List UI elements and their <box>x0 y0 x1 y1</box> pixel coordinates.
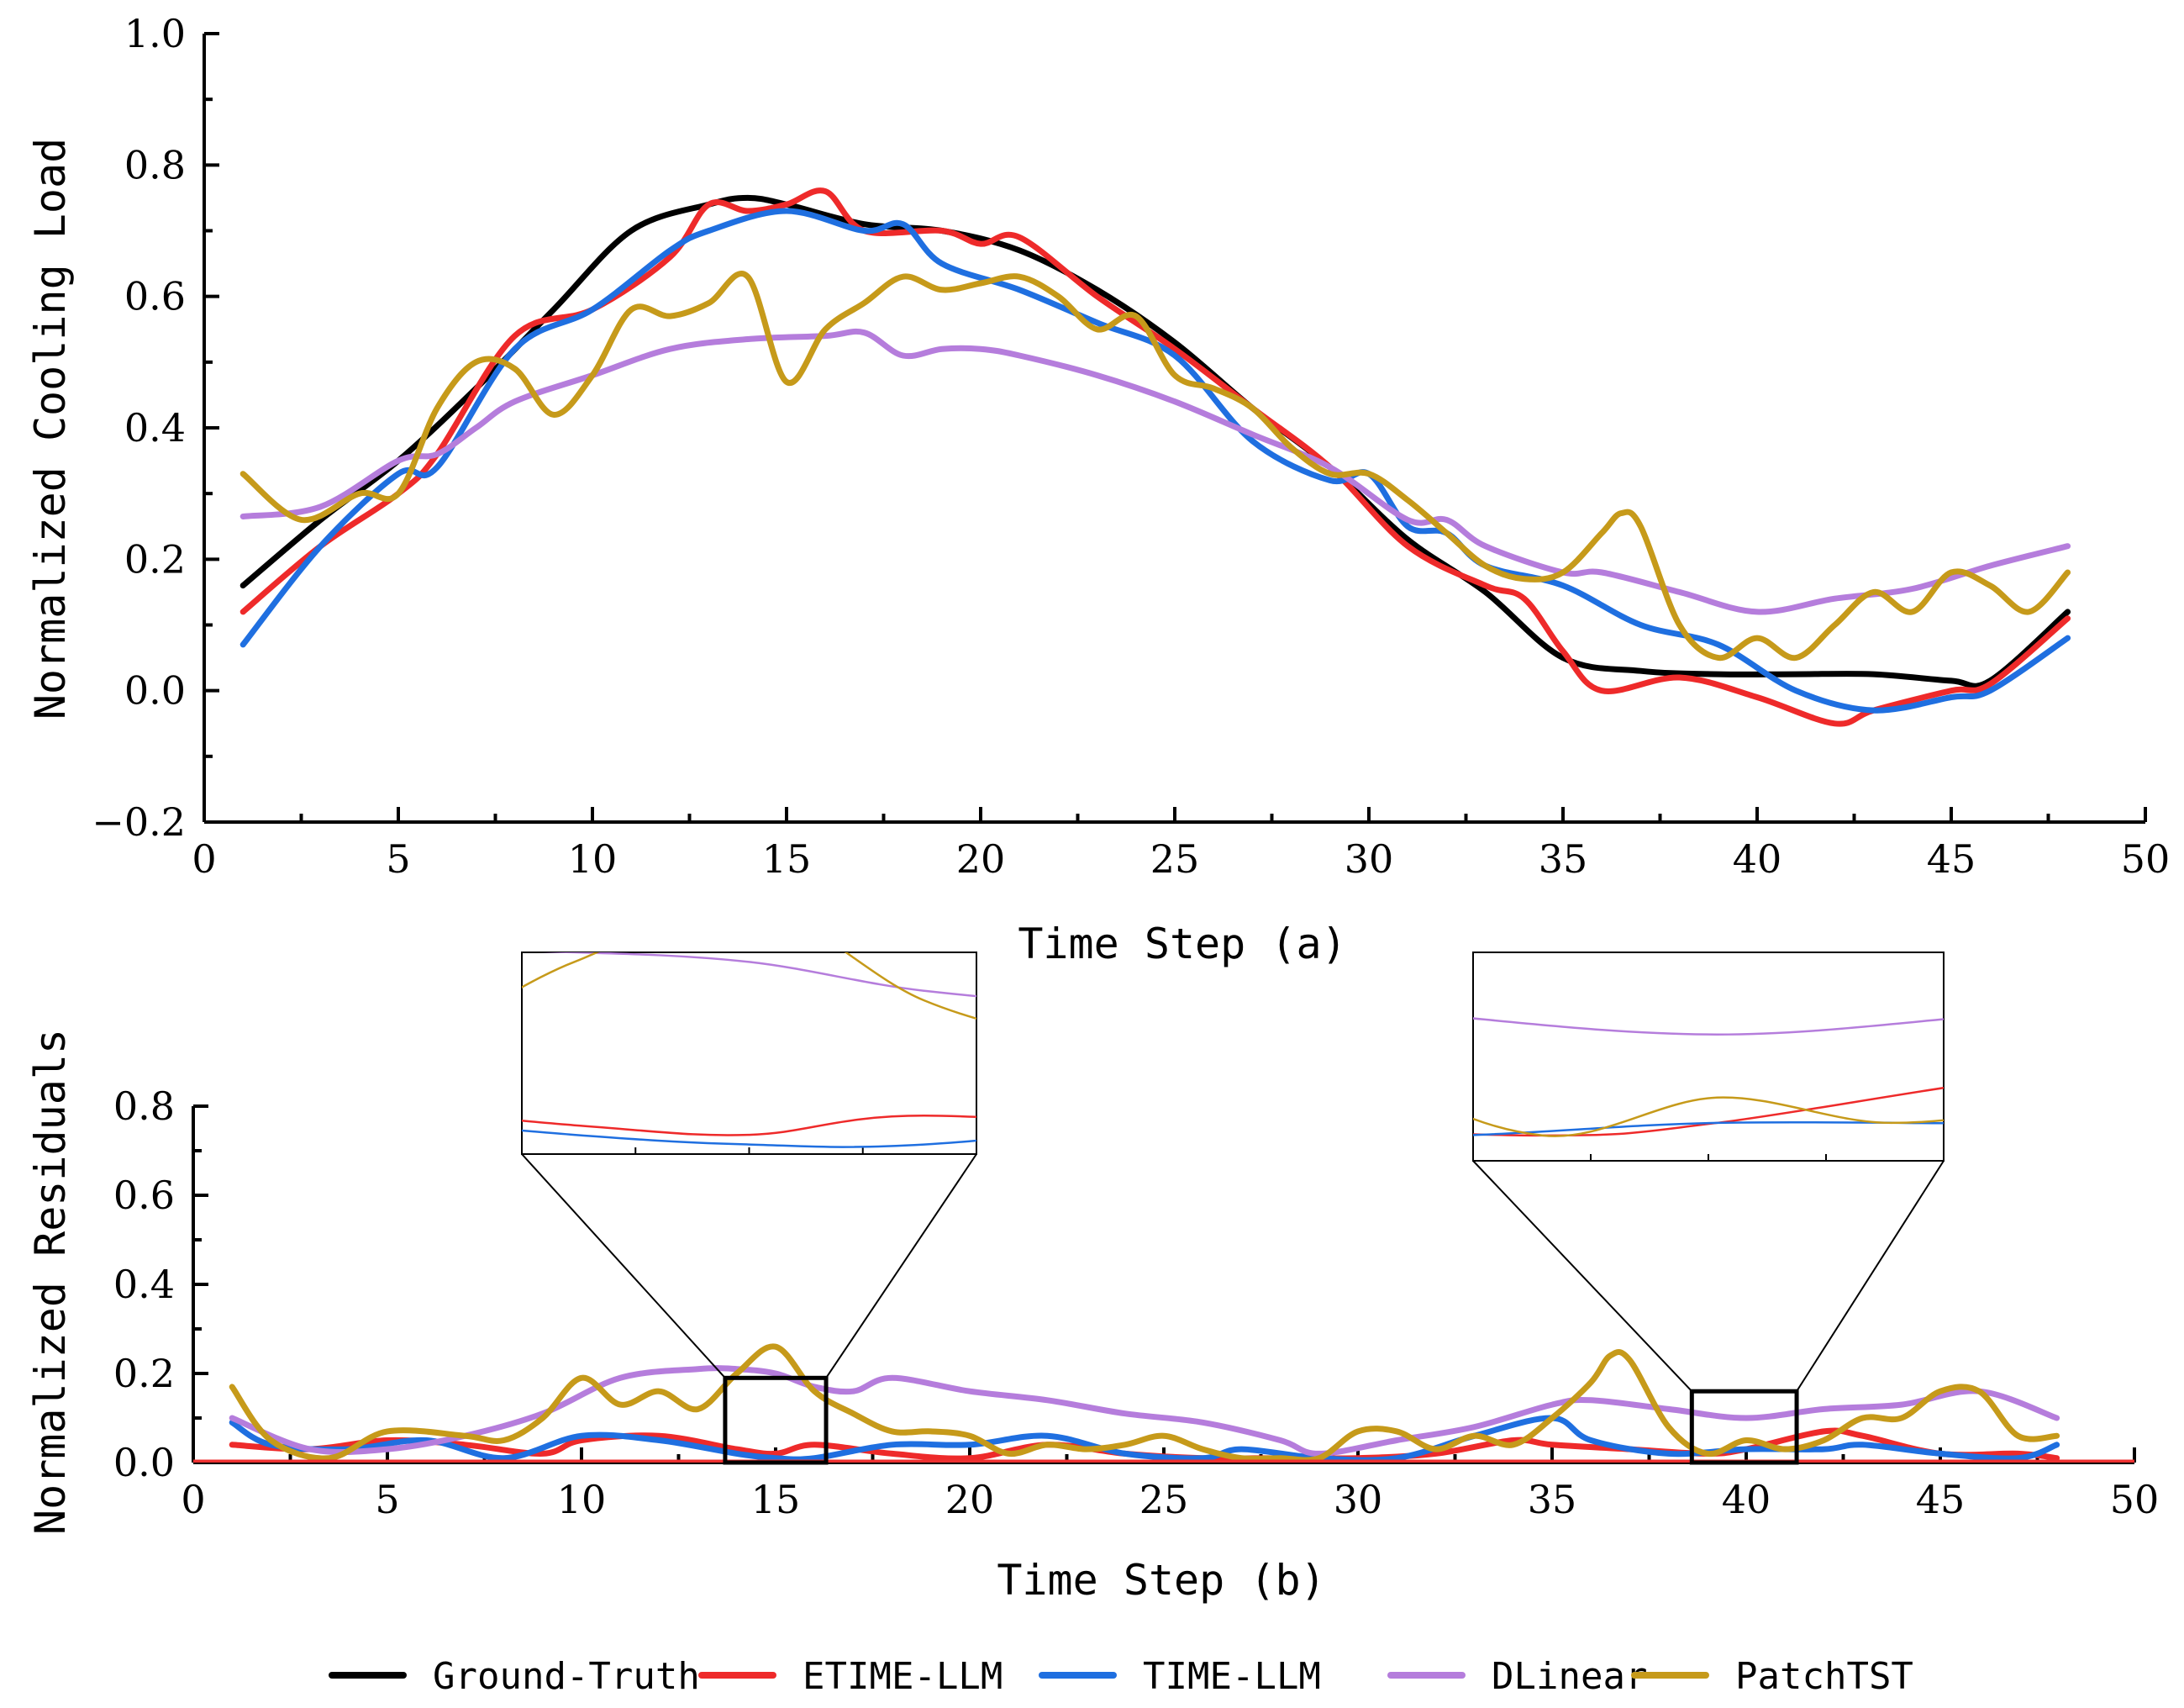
y-tick-label-b: 0.8 <box>113 1083 175 1129</box>
x-tick-label-a: 5 <box>386 836 410 882</box>
x-tick-label-b: 50 <box>2110 1477 2160 1522</box>
series-a-patchtst <box>239 271 2071 662</box>
x-tick-label-b: 45 <box>1916 1477 1966 1522</box>
panel-b: 0.0 0.2 0.4 0.6 0.8 0 5 10 15 20 25 30 35 40 45 50 Time… <box>26 952 2160 1605</box>
zoom-inset-1 <box>521 952 977 1155</box>
x-tick-label-a: 0 <box>192 836 216 882</box>
x-tick-label-b: 30 <box>1334 1477 1383 1522</box>
x-axis-label-a: Time Step (a) <box>1018 920 1346 968</box>
x-tick-label-a: 10 <box>568 836 618 882</box>
legend-label-time-llm: TIME-LLM <box>1143 1655 1321 1698</box>
y-tick-label-a: 0.4 <box>124 405 186 451</box>
series-a-ground-truth <box>239 194 2071 689</box>
x-tick-label-b: 5 <box>375 1477 399 1522</box>
y-tick-label-a: 0.6 <box>124 274 186 319</box>
zoom-connector <box>1796 1160 1945 1392</box>
x-axis-label-b: Time Step (b) <box>997 1556 1325 1605</box>
inset-series-dlinear <box>1473 1017 1944 1036</box>
legend-label-patchtst: PatchTST <box>1735 1655 1913 1698</box>
x-tick-label-a: 30 <box>1345 836 1394 882</box>
x-tick-label-b: 20 <box>945 1477 995 1522</box>
x-tick-label-b: 0 <box>181 1477 205 1522</box>
series-b-patchtst <box>229 1343 2060 1463</box>
y-tick-label-b: 0.6 <box>113 1173 175 1218</box>
y-tick-label-a: −0.2 <box>92 799 186 845</box>
y-tick-label-a: 1.0 <box>124 11 186 56</box>
legend-label-dlinear: DLinear <box>1492 1655 1647 1698</box>
x-tick-label-b: 40 <box>1722 1477 1771 1522</box>
x-tick-label-a: 40 <box>1733 836 1782 882</box>
inset-series-etime-llm <box>1473 1086 1944 1137</box>
series-a-time-llm <box>239 208 2071 714</box>
series-a-etime-llm <box>239 187 2071 727</box>
x-tick-label-b: 10 <box>557 1477 607 1522</box>
x-tick-label-a: 45 <box>1927 836 1976 882</box>
zoom-inset-2 <box>1472 952 1945 1162</box>
zoom-region-1 <box>723 1375 829 1465</box>
x-tick-label-b: 15 <box>751 1477 801 1522</box>
legend-label-ground-truth: Ground-Truth <box>433 1655 700 1698</box>
x-tick-label-b: 35 <box>1528 1477 1577 1522</box>
y-axis-label-b: Normalized Residuals <box>26 1029 75 1535</box>
zoom-connector <box>1472 1160 1693 1392</box>
x-tick-label-a: 50 <box>2121 836 2171 882</box>
y-tick-label-b: 0.4 <box>113 1262 175 1307</box>
zoom-connector <box>521 1153 726 1379</box>
inset-series-patchtst <box>1473 1096 1944 1137</box>
x-tick-label-a: 15 <box>762 836 812 882</box>
x-tick-label-a: 35 <box>1539 836 1588 882</box>
y-tick-label-a: 0.2 <box>124 536 186 582</box>
x-tick-label-a: 25 <box>1150 836 1200 882</box>
series-a-dlinear <box>239 328 2071 615</box>
legend-label-etime-llm: ETIME-LLM <box>803 1655 1003 1698</box>
zoom-region-2 <box>1689 1389 1799 1465</box>
y-axis-label-a: Normalized Cooling Load <box>26 138 75 720</box>
panel-a: −0.2 0.0 0.2 0.4 0.6 0.8 1.0 0 5 10 15 20 25 30 35 40 45… <box>26 11 2170 968</box>
y-tick-label-a: 0.8 <box>124 142 186 187</box>
legend: Ground-Truth ETIME-LLM TIME-LLM DLinear Patc… <box>329 1655 1913 1698</box>
inset-series-time-llm <box>1473 1120 1944 1136</box>
x-tick-label-b: 25 <box>1139 1477 1189 1522</box>
series-b-dlinear <box>229 1365 2060 1457</box>
y-tick-label-a: 0.0 <box>124 668 186 714</box>
zoom-connector <box>825 1153 977 1379</box>
y-tick-label-b: 0.0 <box>113 1440 175 1485</box>
x-tick-label-a: 20 <box>956 836 1006 882</box>
y-tick-label-b: 0.2 <box>113 1351 175 1396</box>
